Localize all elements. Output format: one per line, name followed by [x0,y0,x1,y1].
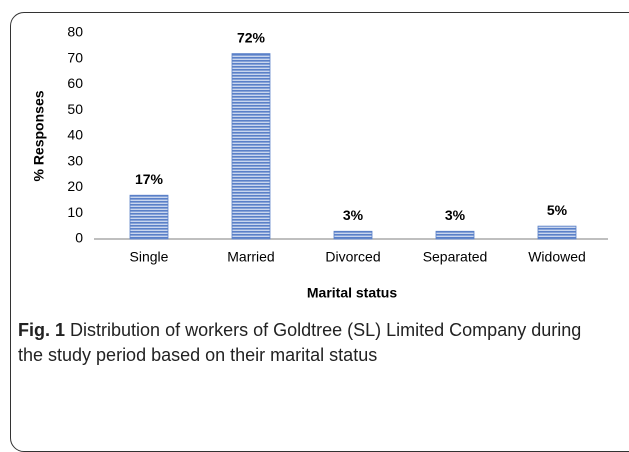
chart: % Responses Marital status 0 10 20 30 40 50 60… [31,24,608,301]
bar [129,194,169,240]
bar [435,230,475,240]
x-tick-label: Separated [423,249,488,265]
x-axis-title: Marital status [307,285,397,301]
bar [231,53,271,240]
x-tick-label: Married [227,249,274,265]
y-tick-label: 40 [67,127,83,143]
y-tick-label: 20 [67,178,83,194]
value-label: 17% [135,171,164,187]
y-tick-label: 30 [67,152,83,168]
caption-label: Fig. 1 [18,320,66,340]
value-label: 5% [547,202,568,218]
y-tick-label: 70 [67,49,83,65]
value-label: 3% [445,207,466,223]
y-tick-label: 0 [75,230,83,246]
y-tick-label: 10 [67,204,83,220]
bar [333,230,373,240]
y-tick-label: 50 [67,101,83,117]
y-tick-label: 80 [67,24,83,40]
y-axis-title: % Responses [31,90,47,181]
value-label: 72% [237,29,266,45]
value-label: 3% [343,207,364,223]
page: {"chart_data": {"type": "bar", "categori… [10,12,629,452]
x-tick-label: Divorced [325,249,380,265]
y-tick-label: 60 [67,75,83,91]
x-tick-label: Single [130,249,169,265]
x-tick-label: Widowed [528,249,586,265]
caption: Fig. 1 Distribution of workers of Goldtr… [18,318,608,368]
bar [537,225,577,240]
caption-text: Distribution of workers of Goldtree (SL)… [18,320,582,365]
